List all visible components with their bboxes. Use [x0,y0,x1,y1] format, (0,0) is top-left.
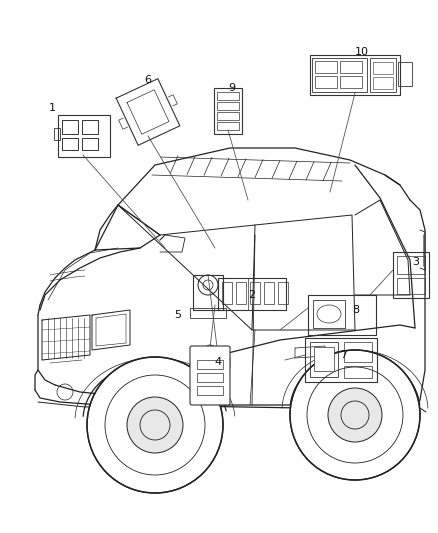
Bar [397,278,425,294]
Bar [315,61,337,73]
Bar [217,92,239,100]
Text: 7: 7 [340,350,348,360]
Bar [54,128,60,140]
Circle shape [87,357,223,493]
Circle shape [328,388,382,442]
Bar [217,112,239,120]
Text: 10: 10 [355,47,369,57]
Bar [313,300,345,328]
Bar [340,61,362,73]
Circle shape [290,350,420,480]
Bar [305,338,377,382]
Bar [312,58,367,92]
Bar [82,138,98,150]
Bar [278,282,288,304]
Circle shape [127,397,183,453]
Bar [340,76,362,88]
Bar [315,76,337,88]
Bar [344,366,372,378]
Bar [190,308,226,318]
Bar [62,120,78,134]
Bar [314,347,334,371]
Bar [193,275,223,310]
FancyBboxPatch shape [190,346,230,405]
Text: 3: 3 [413,257,420,267]
Bar [393,252,429,298]
Bar [310,342,338,377]
Text: 8: 8 [353,305,360,315]
Bar [197,360,223,369]
Text: 2: 2 [248,290,255,300]
Bar [214,88,242,134]
Text: 1: 1 [49,103,56,113]
Text: 9: 9 [229,83,236,93]
Bar [217,122,239,130]
Bar [250,282,260,304]
Bar [370,58,396,92]
Bar [197,373,223,382]
Bar [218,278,286,310]
Text: 5: 5 [174,310,181,320]
Bar [264,282,274,304]
Bar [373,62,393,74]
Bar [344,342,372,362]
Bar [373,77,393,89]
Bar [397,256,425,274]
Bar [197,386,223,395]
Bar [236,282,246,304]
Bar [62,138,78,150]
Text: 6: 6 [145,75,152,85]
Bar [308,295,376,335]
Bar [82,120,98,134]
Bar [398,62,412,86]
Text: 4: 4 [215,357,222,367]
Bar [217,102,239,110]
Bar [222,282,232,304]
Bar [58,115,110,157]
Bar [310,55,400,95]
